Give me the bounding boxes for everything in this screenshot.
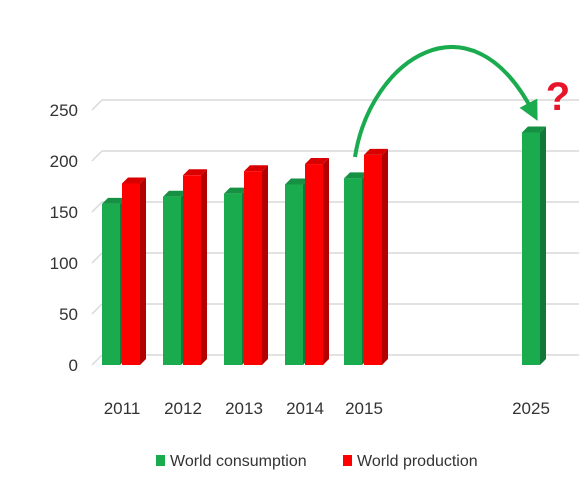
bar-front bbox=[305, 164, 323, 365]
y-tick-label: 100 bbox=[50, 254, 78, 273]
legend: World consumption World production bbox=[156, 453, 478, 470]
annotation-arrow bbox=[353, 45, 538, 158]
bar-production-2012 bbox=[183, 169, 207, 365]
bar-production-2014 bbox=[305, 158, 329, 365]
bar-side bbox=[262, 165, 268, 365]
gridline-depth bbox=[91, 99, 103, 111]
bars bbox=[102, 126, 546, 365]
gridline-depth bbox=[91, 303, 103, 315]
x-tick-label: 2012 bbox=[164, 399, 202, 418]
bar-front bbox=[102, 203, 120, 365]
bar-front bbox=[522, 132, 540, 365]
bar-front bbox=[183, 175, 201, 365]
y-tick-label: 50 bbox=[59, 305, 78, 324]
x-tick-label: 2025 bbox=[512, 399, 550, 418]
bar-top bbox=[163, 190, 187, 197]
bar-front bbox=[244, 171, 262, 365]
bar-top bbox=[364, 148, 388, 155]
x-axis: 2011 2012 2013 2014 2015 2025 bbox=[104, 399, 550, 418]
y-axis: 0 50 100 150 200 250 bbox=[50, 101, 78, 375]
bar-side bbox=[382, 148, 388, 365]
bar-front bbox=[163, 196, 181, 365]
x-tick-label: 2014 bbox=[286, 399, 324, 418]
bar-production-2013 bbox=[244, 165, 268, 365]
legend-label: World consumption bbox=[170, 453, 307, 470]
bar-side bbox=[201, 169, 207, 365]
bar-top bbox=[224, 187, 248, 194]
bar-front bbox=[224, 193, 242, 365]
y-tick-label: 0 bbox=[69, 356, 78, 375]
bar-top bbox=[102, 197, 126, 204]
y-tick-label: 150 bbox=[50, 203, 78, 222]
bar-front bbox=[122, 183, 140, 365]
legend-swatch bbox=[156, 455, 165, 466]
bar-side bbox=[323, 158, 329, 365]
bar-top bbox=[522, 126, 546, 133]
bar-front bbox=[285, 184, 303, 365]
x-tick-label: 2013 bbox=[225, 399, 263, 418]
bar-production-2011 bbox=[122, 177, 146, 365]
bar-side bbox=[540, 126, 546, 365]
bar-consumption-2025 bbox=[522, 126, 546, 365]
bar-top bbox=[285, 178, 309, 185]
bar-production-2015 bbox=[364, 148, 388, 365]
y-tick-label: 250 bbox=[50, 101, 78, 120]
gridline-depth bbox=[91, 354, 103, 366]
gridline-depth bbox=[91, 252, 103, 264]
bar-top bbox=[305, 158, 329, 165]
gridline-depth bbox=[91, 150, 103, 162]
y-tick-label: 200 bbox=[50, 152, 78, 171]
x-tick-label: 2011 bbox=[104, 399, 141, 418]
bar-front bbox=[364, 154, 382, 365]
gridline-depth bbox=[91, 201, 103, 213]
x-tick-label: 2015 bbox=[345, 399, 383, 418]
bar-front bbox=[344, 178, 362, 365]
bar-top bbox=[183, 169, 207, 176]
bar-top bbox=[244, 165, 268, 172]
legend-label: World production bbox=[357, 453, 478, 470]
bar-top bbox=[122, 177, 146, 184]
annotation-question-mark: ? bbox=[546, 75, 570, 119]
legend-swatch bbox=[343, 455, 352, 466]
bar-side bbox=[140, 177, 146, 365]
bar-top bbox=[344, 172, 368, 179]
